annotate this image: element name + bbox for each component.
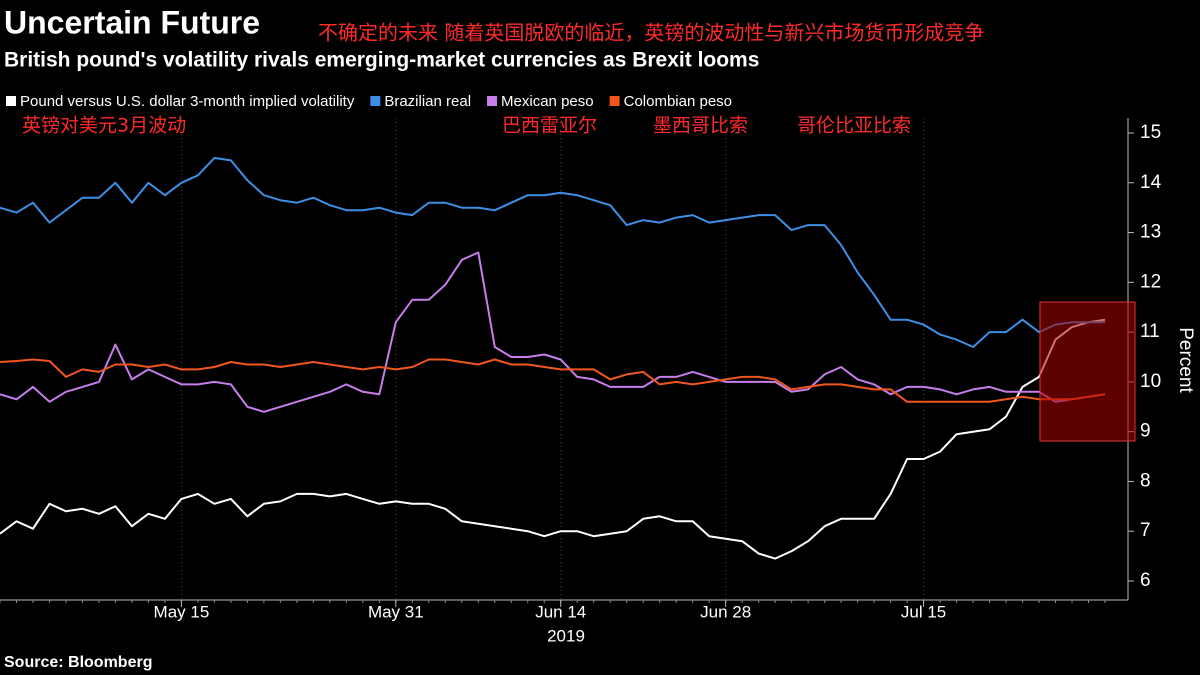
legend-swatch bbox=[609, 96, 620, 106]
series-line bbox=[0, 156, 1105, 348]
x-tick-label: May 31 bbox=[368, 602, 424, 621]
legend-swatch bbox=[370, 96, 381, 106]
legend-label: Brazilian real bbox=[384, 93, 471, 110]
annotation: 墨西哥比索 bbox=[653, 115, 748, 137]
legend-label: Mexican peso bbox=[501, 93, 594, 110]
y-tick-label: 13 bbox=[1140, 222, 1161, 243]
y-tick-label: 11 bbox=[1140, 321, 1160, 342]
legend-swatch bbox=[6, 96, 16, 106]
chart-title: Uncertain Future bbox=[4, 4, 260, 40]
y-tick-label: 14 bbox=[1140, 172, 1162, 193]
x-tick-label: May 15 bbox=[154, 602, 210, 621]
series-line bbox=[0, 318, 1106, 560]
annotation: 哥伦比亚比索 bbox=[797, 115, 911, 137]
annotation: 英镑对美元3月波动 bbox=[22, 115, 186, 137]
annotation: 不确定的未来 随着英国脱欧的临近，英镑的波动性与新兴市场货币形成竞争 bbox=[318, 21, 984, 45]
y-tick-label: 12 bbox=[1140, 271, 1161, 292]
x-axis-label: 2019 bbox=[547, 626, 585, 645]
y-tick-label: 6 bbox=[1140, 570, 1151, 591]
x-tick-label: Jun 14 bbox=[535, 602, 586, 621]
series-line bbox=[0, 251, 1106, 413]
x-tick-label: Jun 28 bbox=[700, 602, 751, 621]
x-tick-label: Jul 15 bbox=[901, 602, 946, 621]
legend-swatch bbox=[487, 96, 498, 106]
legend-label: Pound versus U.S. dollar 3-month implied… bbox=[20, 93, 355, 110]
y-tick-label: 7 bbox=[1140, 520, 1151, 541]
y-tick-label: 15 bbox=[1140, 122, 1161, 143]
series-line bbox=[0, 358, 1106, 403]
y-axis-label: Percent bbox=[1175, 327, 1196, 393]
chart-subtitle: British pound's volatility rivals emergi… bbox=[4, 49, 759, 72]
legend-label: Colombian peso bbox=[624, 93, 732, 110]
y-tick-label: 10 bbox=[1140, 371, 1161, 392]
y-tick-label: 9 bbox=[1140, 421, 1151, 442]
highlight-box bbox=[1039, 301, 1136, 442]
source: Source: Bloomberg bbox=[4, 654, 152, 671]
annotation: 巴西雷亚尔 bbox=[502, 115, 597, 137]
y-tick-label: 8 bbox=[1140, 470, 1151, 491]
